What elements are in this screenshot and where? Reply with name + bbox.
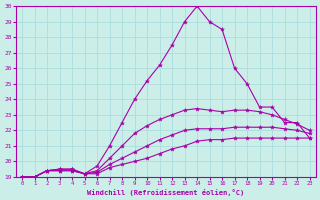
X-axis label: Windchill (Refroidissement éolien,°C): Windchill (Refroidissement éolien,°C) [87, 189, 244, 196]
